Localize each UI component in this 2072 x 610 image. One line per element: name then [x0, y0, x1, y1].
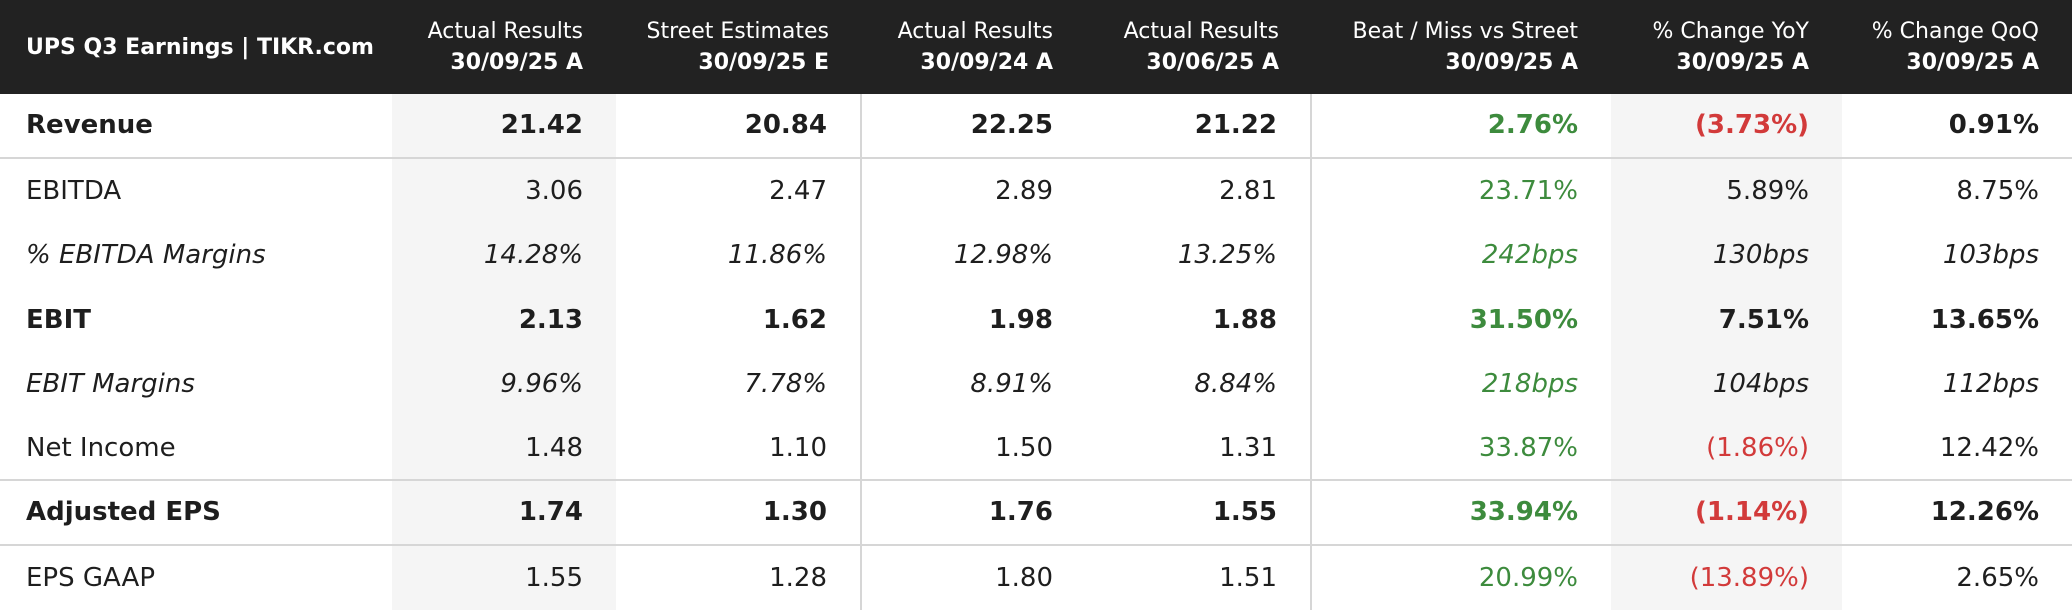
table-cell: 103bps: [1942, 240, 2039, 271]
table-cell: 22.25: [862, 94, 1086, 159]
column-header: Actual Results 30/06/25 A: [1086, 0, 1312, 94]
table-cell: 9.96%: [392, 352, 616, 417]
column-header-name: Actual Results: [897, 19, 1053, 44]
table-cell: 2.81: [1086, 158, 1312, 223]
table-cell: 1.31: [1086, 416, 1312, 481]
table-cell: 1.48: [392, 416, 616, 481]
column-header: Beat / Miss vs Street 30/09/25 A: [1312, 0, 1611, 94]
table-cell: 1.10: [616, 416, 862, 481]
column-header-date: 30/09/25 A: [1906, 50, 2039, 75]
table-cell: 3.06: [392, 158, 616, 223]
column-header-date: 30/09/25 A: [1676, 50, 1809, 75]
column-header: Actual Results 30/09/25 A: [392, 0, 616, 94]
table-cell: 130bps: [1611, 223, 1842, 288]
table-cell: 1.30: [616, 481, 862, 546]
column-header-name: Actual Results: [1123, 19, 1279, 44]
column-header-date: 30/09/24 A: [920, 50, 1053, 75]
table-cell: 242bps: [1481, 240, 1578, 271]
table-cell: 2.13: [392, 287, 616, 352]
table-cell: 1.80: [995, 562, 1053, 593]
table-cell: 218bps: [1481, 369, 1578, 400]
column-header-name: Beat / Miss vs Street: [1352, 19, 1578, 44]
column-header: % Change QoQ 30/09/25 A: [1842, 0, 2072, 94]
column-header-name: Street Estimates: [646, 19, 829, 44]
table-cell: 1.62: [616, 287, 862, 352]
table-cell: (1.86%): [1611, 416, 1842, 481]
table-cell: 12.26%: [1842, 481, 2072, 546]
table-cell: 1.50: [862, 417, 1086, 481]
column-header-date: 30/09/25 A: [450, 50, 583, 75]
table-cell: 12.98%: [953, 240, 1053, 271]
column-header: Street Estimates 30/09/25 E: [616, 0, 862, 94]
table-cell: 1.55: [392, 545, 616, 610]
table-cell: 20.99%: [1478, 562, 1578, 593]
table-cell: 11.86%: [616, 223, 862, 288]
table-cell: 33.94%: [1312, 481, 1611, 546]
table-cell: 1.98: [988, 304, 1053, 335]
table-cell: (1.14%): [1611, 481, 1842, 546]
table-title: UPS Q3 Earnings | TIKR.com: [0, 0, 392, 94]
table-cell: 12.42%: [1842, 417, 2072, 481]
column-header-name: Actual Results: [427, 19, 583, 44]
table-cell: 8.91%: [970, 369, 1053, 400]
table-cell: 112bps: [1942, 369, 2039, 400]
row-label: Revenue: [0, 94, 392, 159]
row-label: Adjusted EPS: [0, 481, 392, 546]
table-cell: 2.76%: [1312, 94, 1611, 159]
row-label: EBITDA: [26, 175, 122, 206]
table-cell: 14.28%: [392, 223, 616, 288]
column-header-date: 30/09/25 E: [698, 50, 829, 75]
table-cell: 33.87%: [1312, 417, 1611, 481]
table-cell: 1.55: [1086, 481, 1312, 546]
column-header-name: % Change YoY: [1652, 19, 1809, 44]
row-label: % EBITDA Margins: [26, 240, 266, 271]
table-cell: 104bps: [1611, 352, 1842, 417]
table-cell: 1.88: [1086, 287, 1312, 352]
column-header-date: 30/09/25 A: [1445, 50, 1578, 75]
column-header-name: % Change QoQ: [1871, 19, 2039, 44]
table-cell: 1.74: [392, 481, 616, 546]
table-cell: 2.89: [995, 175, 1053, 206]
row-label: Net Income: [0, 417, 392, 481]
column-header-date: 30/06/25 A: [1146, 50, 1279, 75]
row-label: EBIT Margins: [26, 369, 195, 400]
table-cell: 2.65%: [1956, 562, 2039, 593]
table-cell: 8.75%: [1956, 175, 2039, 206]
table-cell: 0.91%: [1842, 94, 2072, 159]
table-cell: 1.51: [1086, 545, 1312, 610]
table-cell: 20.84: [616, 94, 862, 159]
table-cell: 21.22: [1086, 94, 1312, 159]
table-cell: 21.42: [392, 94, 616, 159]
row-label: EPS GAAP: [26, 562, 155, 593]
table-cell: 5.89%: [1611, 158, 1842, 223]
column-header: Actual Results 30/09/24 A: [862, 0, 1086, 94]
column-header: % Change YoY 30/09/25 A: [1611, 0, 1842, 94]
table-cell: 31.50%: [1469, 304, 1578, 335]
table-cell: 1.28: [616, 545, 862, 610]
table-cell: 23.71%: [1478, 175, 1578, 206]
table-cell: 13.25%: [1086, 223, 1312, 288]
table-cell: 2.47: [616, 158, 862, 223]
table-cell: 7.78%: [616, 352, 862, 417]
table-cell: 1.76: [862, 481, 1086, 546]
table-cell: 13.65%: [1930, 304, 2039, 335]
table-cell: (3.73%): [1611, 94, 1842, 159]
row-label: EBIT: [26, 304, 91, 335]
table-cell: (13.89%): [1611, 545, 1842, 610]
table-cell: 7.51%: [1611, 287, 1842, 352]
table-cell: 8.84%: [1086, 352, 1312, 417]
